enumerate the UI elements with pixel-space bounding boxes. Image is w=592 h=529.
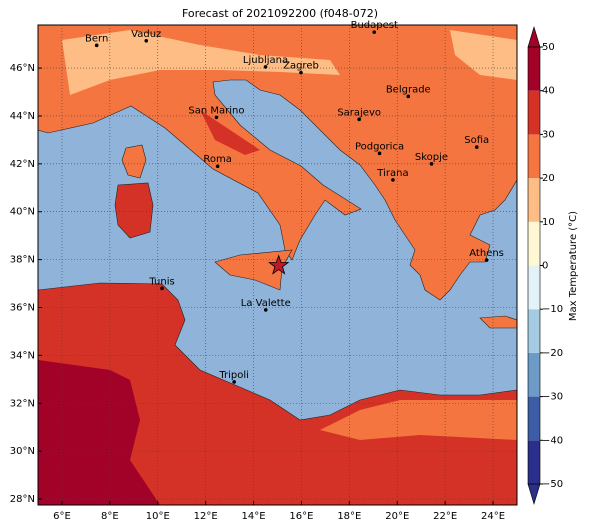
hot-zone-south	[38, 360, 160, 505]
colorbar-bin	[528, 265, 540, 310]
colorbar-tick-label: 30	[542, 129, 555, 140]
alps-zone	[62, 30, 340, 95]
city-label: Roma	[203, 154, 232, 165]
x-tick-label: 12°E	[194, 511, 218, 522]
colorbar-extend-bottom	[527, 483, 541, 506]
city-dot	[357, 117, 361, 122]
colorbar-tick-label: 20	[542, 173, 555, 184]
land-europe	[38, 25, 517, 301]
y-tick-label: 38°N	[10, 255, 35, 266]
colorbar-tick-label: 10	[542, 217, 555, 228]
x-tick-label: 8°E	[101, 511, 119, 522]
city-label: Skopje	[415, 152, 448, 163]
land-crete	[479, 315, 517, 329]
land-africa	[38, 282, 517, 505]
colorbar-tick-label: −30	[542, 392, 563, 403]
y-tick-label: 44°N	[10, 111, 35, 122]
colorbar-tick-label: 40	[542, 86, 555, 97]
city-label: Podgorica	[355, 141, 404, 152]
x-tick-label: 20°E	[385, 511, 409, 522]
x-tick-label: 16°E	[289, 511, 313, 522]
city-dot	[391, 178, 395, 182]
city-dot	[94, 43, 99, 48]
y-tick-label: 34°N	[10, 350, 35, 361]
x-tick-label: 6°E	[53, 511, 71, 522]
x-tick-label: 14°E	[242, 511, 266, 522]
city-dot	[160, 286, 164, 291]
city-dot	[429, 162, 434, 166]
highland-zone	[450, 30, 517, 80]
colorbar-tick-label: −20	[542, 348, 563, 359]
x-tick-label: 22°E	[433, 511, 457, 522]
city-label: Sofia	[464, 135, 489, 146]
colorbar-bin	[528, 178, 540, 222]
city-label: Bern	[85, 33, 108, 44]
coastal-zone	[320, 400, 517, 440]
colorbar-tick-label: −50	[542, 479, 563, 490]
city-label: Belgrade	[386, 84, 431, 95]
colorbar-tick-label: −10	[542, 304, 563, 315]
colorbar-bin	[528, 309, 540, 353]
land-sardinia	[114, 182, 154, 239]
city-label: Budapest	[351, 20, 398, 31]
y-tick-label: 30°N	[10, 446, 35, 457]
x-tick-label: 18°E	[337, 511, 361, 522]
y-tick-label: 46°N	[10, 63, 35, 74]
x-tick-label: 24°E	[481, 511, 505, 522]
city-dot	[484, 258, 489, 262]
city-dot	[144, 39, 149, 43]
colorbar: −50 −40 −30 −20 −10 0 10 20 30 40 50	[527, 25, 563, 506]
land-corsica	[121, 144, 147, 179]
city-label: Tirana	[376, 168, 408, 179]
y-tick-label: 36°N	[10, 302, 35, 313]
city-dot	[215, 164, 220, 169]
colorbar-bin	[528, 440, 540, 484]
colorbar-bin	[528, 90, 540, 135]
city-label: Tripoli	[218, 370, 249, 381]
city-label: Tunis	[148, 276, 174, 287]
y-tick-label: 32°N	[10, 398, 35, 409]
colorbar-tick-label: 0	[542, 261, 548, 272]
city-label: Athens	[469, 248, 504, 259]
colorbar-tick-label: 50	[542, 42, 555, 53]
y-tick-label: 40°N	[10, 207, 35, 218]
colorbar-bin	[528, 47, 540, 91]
city-label: Vaduz	[131, 29, 161, 40]
ticks: 6°E 8°E 10°E 12°E 14°E 16°E 18°E 20°E 22°E 24°E 28…	[10, 63, 505, 522]
grid	[38, 25, 517, 505]
city-label: Zagreb	[283, 61, 319, 72]
city-dot	[406, 94, 411, 99]
colorbar-bin	[528, 352, 540, 397]
city-dot	[377, 151, 382, 156]
colorbar-extend-top	[527, 25, 541, 48]
x-tick-label: 10°E	[146, 511, 170, 522]
event-marker	[268, 254, 290, 275]
colorbar-tick-label: −40	[542, 435, 563, 446]
hot-zone-north	[200, 110, 260, 155]
city-dot	[372, 30, 377, 34]
land-sicily	[214, 249, 293, 291]
y-tick-label: 28°N	[10, 494, 35, 505]
title: Forecast of 2021092200 (f048-072)	[182, 7, 378, 20]
map-area	[38, 25, 517, 505]
city-label: Sarajevo	[337, 107, 381, 118]
city-dot	[263, 65, 268, 69]
city-dot	[263, 308, 268, 312]
colorbar-bin	[528, 134, 540, 179]
city-dot	[299, 70, 303, 75]
city-dot	[474, 145, 479, 149]
city-dot	[214, 115, 219, 120]
city-label: Ljubljana	[243, 55, 288, 66]
y-tick-label: 42°N	[10, 159, 35, 170]
colorbar-bin	[528, 221, 540, 266]
city-dot	[232, 380, 236, 384]
city-label: San Marino	[188, 105, 244, 116]
map-frame	[37, 24, 518, 506]
colorbar-bin	[528, 396, 540, 441]
city-label: La Valette	[241, 298, 291, 309]
colorbar-label: Max Temperature (°C)	[568, 211, 579, 321]
